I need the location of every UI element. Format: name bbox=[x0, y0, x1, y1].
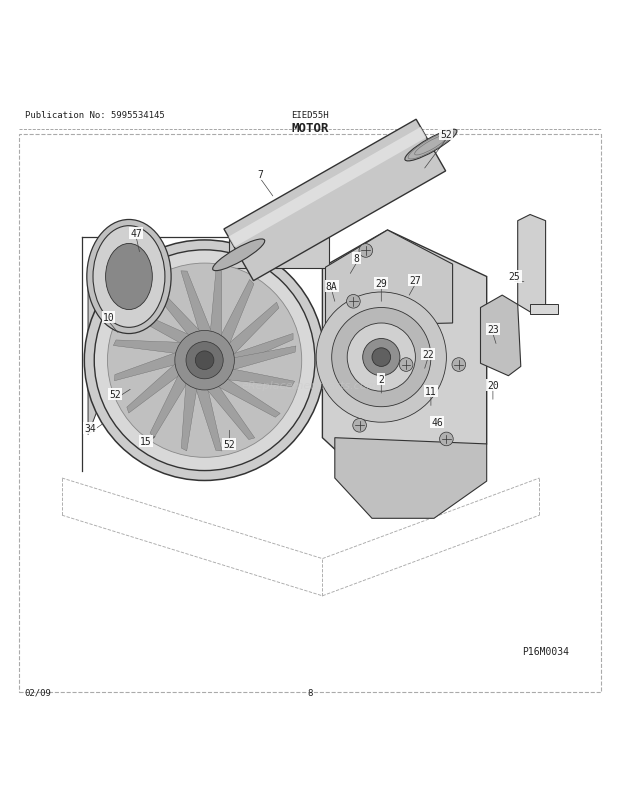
Text: eReplacementParts.com: eReplacementParts.com bbox=[242, 380, 378, 391]
Circle shape bbox=[84, 241, 325, 481]
Ellipse shape bbox=[87, 221, 171, 334]
Circle shape bbox=[399, 358, 413, 372]
Polygon shape bbox=[228, 128, 427, 248]
Ellipse shape bbox=[405, 130, 457, 162]
Polygon shape bbox=[181, 383, 197, 452]
Text: EIED55H: EIED55H bbox=[291, 111, 329, 120]
Polygon shape bbox=[88, 226, 129, 435]
Polygon shape bbox=[530, 305, 558, 314]
Text: 2: 2 bbox=[378, 375, 384, 384]
Circle shape bbox=[347, 323, 415, 391]
Circle shape bbox=[94, 250, 315, 471]
Text: 47: 47 bbox=[131, 229, 142, 239]
Polygon shape bbox=[228, 303, 279, 356]
Text: 8A: 8A bbox=[326, 282, 337, 291]
Circle shape bbox=[332, 308, 431, 407]
Text: 15: 15 bbox=[140, 436, 151, 446]
Text: P16M0034: P16M0034 bbox=[522, 646, 569, 656]
Polygon shape bbox=[127, 363, 180, 414]
Text: 22: 22 bbox=[422, 350, 433, 359]
Circle shape bbox=[347, 295, 360, 309]
Text: 02/09: 02/09 bbox=[25, 688, 51, 697]
Text: 34: 34 bbox=[84, 424, 95, 434]
Polygon shape bbox=[206, 386, 255, 440]
Circle shape bbox=[363, 339, 400, 376]
Text: 8: 8 bbox=[353, 253, 360, 264]
Polygon shape bbox=[229, 238, 329, 269]
Polygon shape bbox=[195, 388, 222, 452]
Circle shape bbox=[316, 293, 446, 423]
Circle shape bbox=[353, 419, 366, 432]
Circle shape bbox=[359, 245, 373, 258]
Circle shape bbox=[372, 348, 391, 367]
Text: 25: 25 bbox=[509, 272, 520, 282]
Polygon shape bbox=[125, 309, 190, 344]
Circle shape bbox=[452, 358, 466, 372]
Text: 52: 52 bbox=[441, 130, 452, 140]
Polygon shape bbox=[220, 280, 254, 346]
Polygon shape bbox=[181, 272, 212, 333]
Polygon shape bbox=[518, 215, 546, 314]
Text: 11: 11 bbox=[425, 387, 436, 397]
Circle shape bbox=[186, 342, 223, 379]
Circle shape bbox=[107, 264, 302, 458]
Polygon shape bbox=[226, 369, 294, 387]
Polygon shape bbox=[224, 120, 446, 282]
Text: 10: 10 bbox=[103, 313, 114, 322]
Polygon shape bbox=[231, 346, 296, 371]
Text: MOTOR: MOTOR bbox=[291, 123, 329, 136]
Polygon shape bbox=[149, 285, 201, 337]
Polygon shape bbox=[232, 334, 293, 367]
Ellipse shape bbox=[213, 240, 265, 271]
Text: 7: 7 bbox=[257, 170, 264, 180]
Circle shape bbox=[195, 351, 214, 370]
Polygon shape bbox=[113, 341, 182, 354]
Polygon shape bbox=[217, 379, 280, 418]
Ellipse shape bbox=[93, 226, 165, 328]
Polygon shape bbox=[115, 353, 177, 381]
Text: 20: 20 bbox=[487, 380, 498, 391]
Circle shape bbox=[440, 432, 453, 446]
Text: 52: 52 bbox=[224, 439, 235, 449]
Text: 46: 46 bbox=[432, 418, 443, 427]
Text: 8: 8 bbox=[308, 688, 312, 697]
Text: 23: 23 bbox=[487, 325, 498, 334]
Text: 27: 27 bbox=[410, 275, 421, 286]
Polygon shape bbox=[326, 231, 453, 326]
Text: Publication No: 5995534145: Publication No: 5995534145 bbox=[25, 111, 164, 120]
Polygon shape bbox=[150, 374, 187, 438]
Polygon shape bbox=[322, 231, 487, 481]
Polygon shape bbox=[210, 269, 222, 338]
Circle shape bbox=[175, 331, 234, 391]
Ellipse shape bbox=[105, 244, 153, 310]
Text: 52: 52 bbox=[109, 390, 120, 400]
Polygon shape bbox=[335, 438, 487, 519]
Polygon shape bbox=[480, 296, 521, 376]
Text: 29: 29 bbox=[376, 278, 387, 289]
